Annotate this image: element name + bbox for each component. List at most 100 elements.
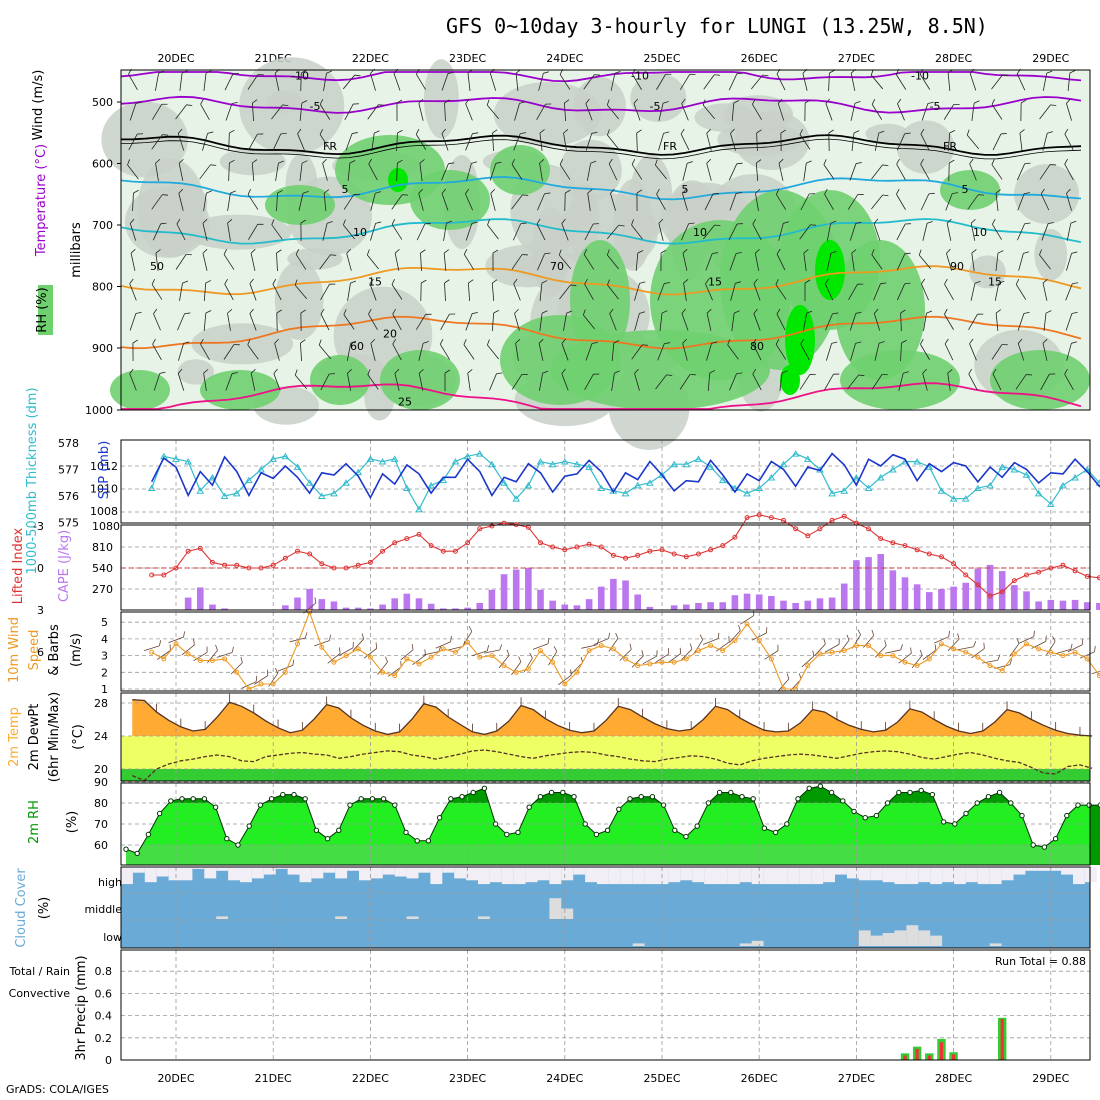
wind-barb xyxy=(804,99,811,122)
ylabel-rh2m: 2m RH xyxy=(27,800,42,844)
lifted-index-point xyxy=(392,540,398,546)
precip-convective-bar xyxy=(915,1048,919,1060)
ylabel-rh: RH (%) xyxy=(35,287,50,332)
wind-barb xyxy=(947,130,956,152)
cloud-high-bar xyxy=(240,867,252,883)
cloud-high-bar xyxy=(121,867,133,885)
wind-barb xyxy=(654,159,667,180)
wind-speed-point xyxy=(987,663,993,669)
wind-barb xyxy=(347,280,357,301)
wind-barb xyxy=(706,341,718,361)
wind-barb xyxy=(1066,188,1072,211)
wind-barb xyxy=(871,164,889,180)
lifted-index-point xyxy=(841,513,847,519)
wind-barb xyxy=(152,103,168,120)
lifted-index-point xyxy=(367,559,373,565)
rh2m-point xyxy=(347,802,353,808)
wind-barb xyxy=(679,374,696,390)
wind-barb xyxy=(227,190,236,211)
thickness-point xyxy=(184,458,193,465)
thickness-point xyxy=(208,473,217,481)
wind-barb-10m xyxy=(911,649,923,669)
wind-barb-10m xyxy=(947,633,960,651)
temp-tick-label: 28 xyxy=(94,697,108,710)
wind-barb xyxy=(396,159,403,182)
wind-barb xyxy=(295,249,307,270)
cape-bar xyxy=(403,593,411,610)
rh2m-point xyxy=(560,789,566,796)
rh2m-point xyxy=(739,794,745,800)
wind-speed-point xyxy=(392,673,398,679)
rh2m-point xyxy=(324,836,331,842)
wind-barb xyxy=(682,248,688,271)
rh2m-point xyxy=(548,789,555,796)
lifted-index-point xyxy=(209,559,215,565)
wind-barb xyxy=(1019,129,1025,151)
wind-barb xyxy=(1067,70,1076,91)
lifted-tick-label: -3 xyxy=(33,520,44,533)
wind-barb-10m xyxy=(181,639,195,656)
temp-band-yellow xyxy=(121,736,1090,769)
wind-barb xyxy=(538,370,549,391)
cloud-middle-bar xyxy=(335,916,348,919)
cloud-high-bar xyxy=(1061,867,1073,875)
lifted-index-point xyxy=(282,555,288,561)
wind-barb xyxy=(128,133,144,151)
thickness-point xyxy=(937,487,946,494)
ylabel-precip: 3hr Precip (mm) xyxy=(74,955,89,1060)
wind-barb xyxy=(177,128,185,151)
cape-bar xyxy=(379,604,386,610)
cape-bar xyxy=(670,605,678,610)
wind-speed-point xyxy=(1060,653,1066,659)
cape-tick-label: 270 xyxy=(92,583,113,596)
cloud-high-bar xyxy=(799,867,812,885)
contour-label: 10 xyxy=(693,226,707,239)
wind-speed-point xyxy=(1024,641,1029,647)
wind-barb-10m xyxy=(483,644,503,654)
rh2m-tick-label: 80 xyxy=(94,797,108,810)
cape-bar xyxy=(707,602,714,610)
cape-bar xyxy=(452,608,459,610)
thickness-point xyxy=(524,481,533,489)
wind-barb xyxy=(511,254,528,270)
wind-barb xyxy=(247,74,264,90)
thickness-point xyxy=(670,460,679,468)
rh2m-point xyxy=(526,804,532,810)
wind-barb xyxy=(918,249,932,270)
cape-bar xyxy=(913,584,921,610)
thickness-point xyxy=(828,489,836,497)
wind-barb xyxy=(609,308,617,331)
thickness-point xyxy=(998,463,1007,470)
rh-grey-region xyxy=(423,59,459,139)
cape-bar xyxy=(938,589,945,610)
wind-barb-10m xyxy=(693,634,704,654)
rh2m-point xyxy=(224,836,230,842)
wind-barb xyxy=(563,99,570,122)
cloud-low-bar xyxy=(989,943,1002,946)
thickness-point xyxy=(378,458,387,465)
wind-barb xyxy=(633,98,641,121)
temperature-contour xyxy=(120,218,1082,245)
cloud-low-bar xyxy=(632,943,645,946)
wind-barb xyxy=(607,279,619,300)
wind-barb xyxy=(802,310,813,331)
rh2m-point xyxy=(851,808,857,815)
temperature-contour xyxy=(120,95,1082,114)
wind-barb xyxy=(151,279,163,300)
wind-barb xyxy=(871,374,888,390)
wind-barb xyxy=(631,219,643,240)
ylabel-wind10m: 10m Wind xyxy=(7,617,22,683)
contour-label: 15 xyxy=(708,275,722,288)
wind-barb-10m xyxy=(314,634,331,647)
rh2m-point xyxy=(862,815,868,821)
cloud-high-bar xyxy=(287,867,300,875)
wind-barb xyxy=(444,369,451,392)
wind-barb xyxy=(320,373,335,391)
cape-bar xyxy=(354,607,362,610)
wind-barb xyxy=(681,308,689,331)
wind-barb xyxy=(1065,311,1078,331)
cape-bar xyxy=(962,582,970,610)
cloud-high-bar xyxy=(1073,867,1085,885)
rh2m-point xyxy=(996,789,1003,796)
rh2m-point xyxy=(1019,812,1025,819)
